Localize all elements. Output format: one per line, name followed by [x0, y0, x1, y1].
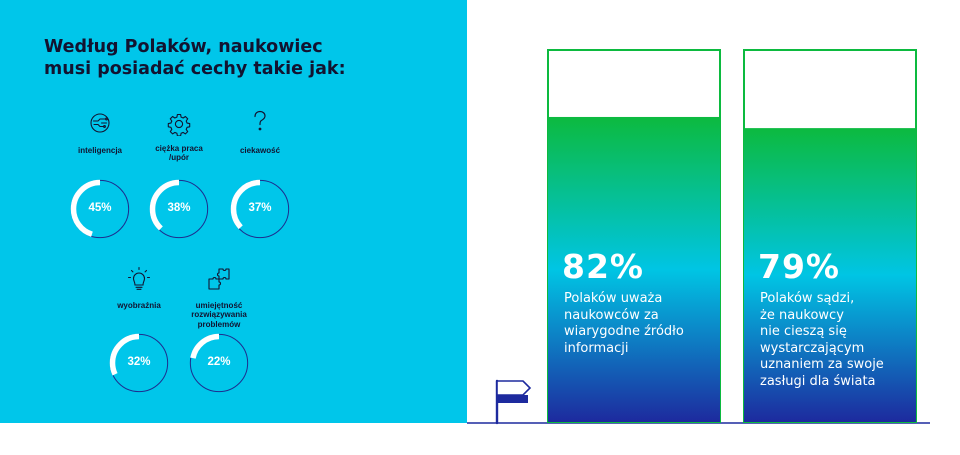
trait-label: umiejętność rozwiązywania problemów	[191, 300, 247, 329]
trait-label: ciekawość	[239, 146, 281, 156]
donut-value-arc	[70, 179, 130, 239]
trait-label: ciężka praca /upór	[155, 143, 203, 163]
donut-value-arc	[189, 333, 249, 393]
bar-category-label: Polaków sądzi, że naukowcy nie cieszą si…	[760, 291, 884, 389]
brain-icon	[89, 112, 111, 139]
lightbulb-icon	[126, 265, 152, 296]
bar-value-label: 79%	[758, 247, 840, 286]
trait-percent: 22%	[207, 356, 231, 368]
question-mark-icon	[251, 109, 269, 138]
trait-percent: 45%	[88, 202, 112, 214]
trait-donut	[70, 179, 130, 239]
donut-value-arc	[109, 333, 169, 393]
trait-percent: 38%	[167, 202, 191, 214]
bar-value-label: 82%	[562, 247, 644, 286]
trait-percent: 32%	[127, 356, 151, 368]
page-title: Według Polaków, naukowiec musi posiadać …	[44, 37, 346, 79]
gear-icon	[167, 112, 191, 141]
donut-value-arc	[230, 179, 290, 239]
trait-donut	[109, 333, 169, 393]
trait-percent: 37%	[248, 202, 272, 214]
flag-icon	[495, 379, 532, 425]
info-panel: Według Polaków, naukowiec musi posiadać …	[0, 0, 467, 423]
trait-label: wyobraźnia	[117, 301, 161, 311]
bar-category-label: Polaków uważa naukowców za wiarygodne źr…	[564, 291, 684, 356]
bar-frame	[547, 49, 721, 423]
trait-donut	[230, 179, 290, 239]
trait-donut	[149, 179, 209, 239]
trait-label: inteligencja	[77, 146, 122, 156]
trait-donut	[189, 333, 249, 393]
puzzle-icon	[206, 266, 232, 297]
donut-value-arc	[149, 179, 209, 239]
